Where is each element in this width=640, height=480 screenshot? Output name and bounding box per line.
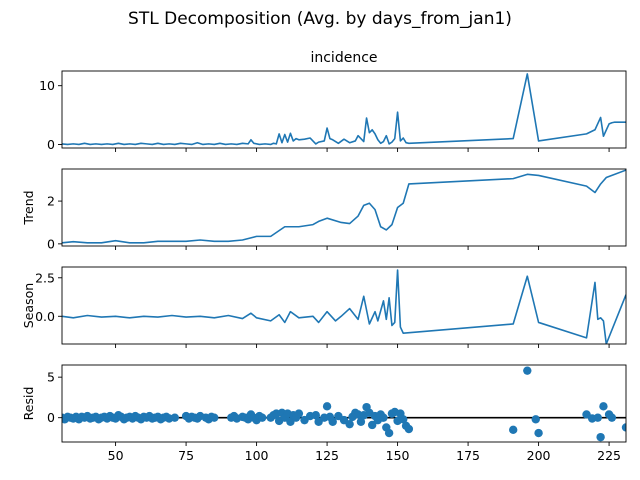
- x-tick-label: 175: [456, 448, 480, 463]
- panel-title: incidence: [310, 50, 377, 66]
- resid-point: [621, 423, 626, 432]
- plot-area: [62, 169, 626, 244]
- figure-title: STL Decomposition (Avg. by days_from_jan…: [128, 9, 512, 29]
- y-axis-label: Resid: [21, 387, 36, 421]
- resid-point: [404, 424, 414, 434]
- y-tick-label: 0: [47, 137, 55, 152]
- resid-point: [294, 409, 304, 418]
- y-axis-label: Trend: [21, 190, 36, 225]
- axes-frame: [61, 364, 627, 443]
- x-tick-label: 225: [597, 448, 621, 463]
- resid-point: [523, 366, 532, 375]
- y-tick-label: 0.0: [35, 309, 55, 324]
- y-tick-label: 5: [47, 370, 55, 385]
- resid-point: [531, 415, 540, 424]
- resid-point: [210, 413, 219, 422]
- resid-point: [322, 402, 332, 411]
- y-tick-label: 10: [39, 78, 55, 93]
- panel-1: 0 10 incidence: [39, 50, 627, 152]
- resid-point: [596, 432, 605, 442]
- series-line: [62, 73, 626, 146]
- y-axis-label: Season: [21, 283, 36, 328]
- resid-point: [311, 411, 320, 420]
- resid-point: [399, 415, 408, 424]
- series-line: [62, 269, 626, 344]
- plot-area: [62, 366, 626, 442]
- resid-point: [593, 413, 602, 422]
- resid-point: [170, 413, 179, 422]
- resid-point: [379, 413, 388, 422]
- resid-point: [384, 428, 394, 438]
- axes-frame: [61, 70, 627, 149]
- axes-frame: [61, 266, 627, 345]
- resid-point: [599, 402, 608, 411]
- panel-4: 0 5 50 75 100 125 150 175 200 225 Resid: [21, 364, 627, 463]
- resid-point: [607, 413, 617, 422]
- y-tick-label: 0: [47, 236, 55, 251]
- resid-point: [258, 413, 267, 422]
- axes-frame: [61, 168, 627, 247]
- resid-point: [328, 417, 337, 426]
- panel-2: 0 2 Trend: [21, 168, 627, 251]
- x-tick-label: 100: [245, 448, 269, 463]
- resid-point: [534, 428, 543, 438]
- series-line: [62, 169, 626, 244]
- resid-point: [368, 420, 377, 430]
- y-tick-label: 2: [47, 194, 55, 209]
- x-tick-label: 75: [178, 448, 194, 463]
- x-tick-label: 125: [315, 448, 339, 463]
- resid-point: [345, 419, 354, 429]
- x-tick-label: 150: [386, 448, 410, 463]
- resid-point: [509, 425, 518, 435]
- plot-area: [62, 269, 626, 344]
- plot-area: [62, 73, 626, 146]
- x-tick-label: 200: [527, 448, 551, 463]
- x-tick-label: 50: [108, 448, 124, 463]
- y-tick-label: 2.5: [35, 270, 55, 285]
- resid-point: [356, 417, 366, 426]
- y-tick-label: 0: [47, 410, 55, 425]
